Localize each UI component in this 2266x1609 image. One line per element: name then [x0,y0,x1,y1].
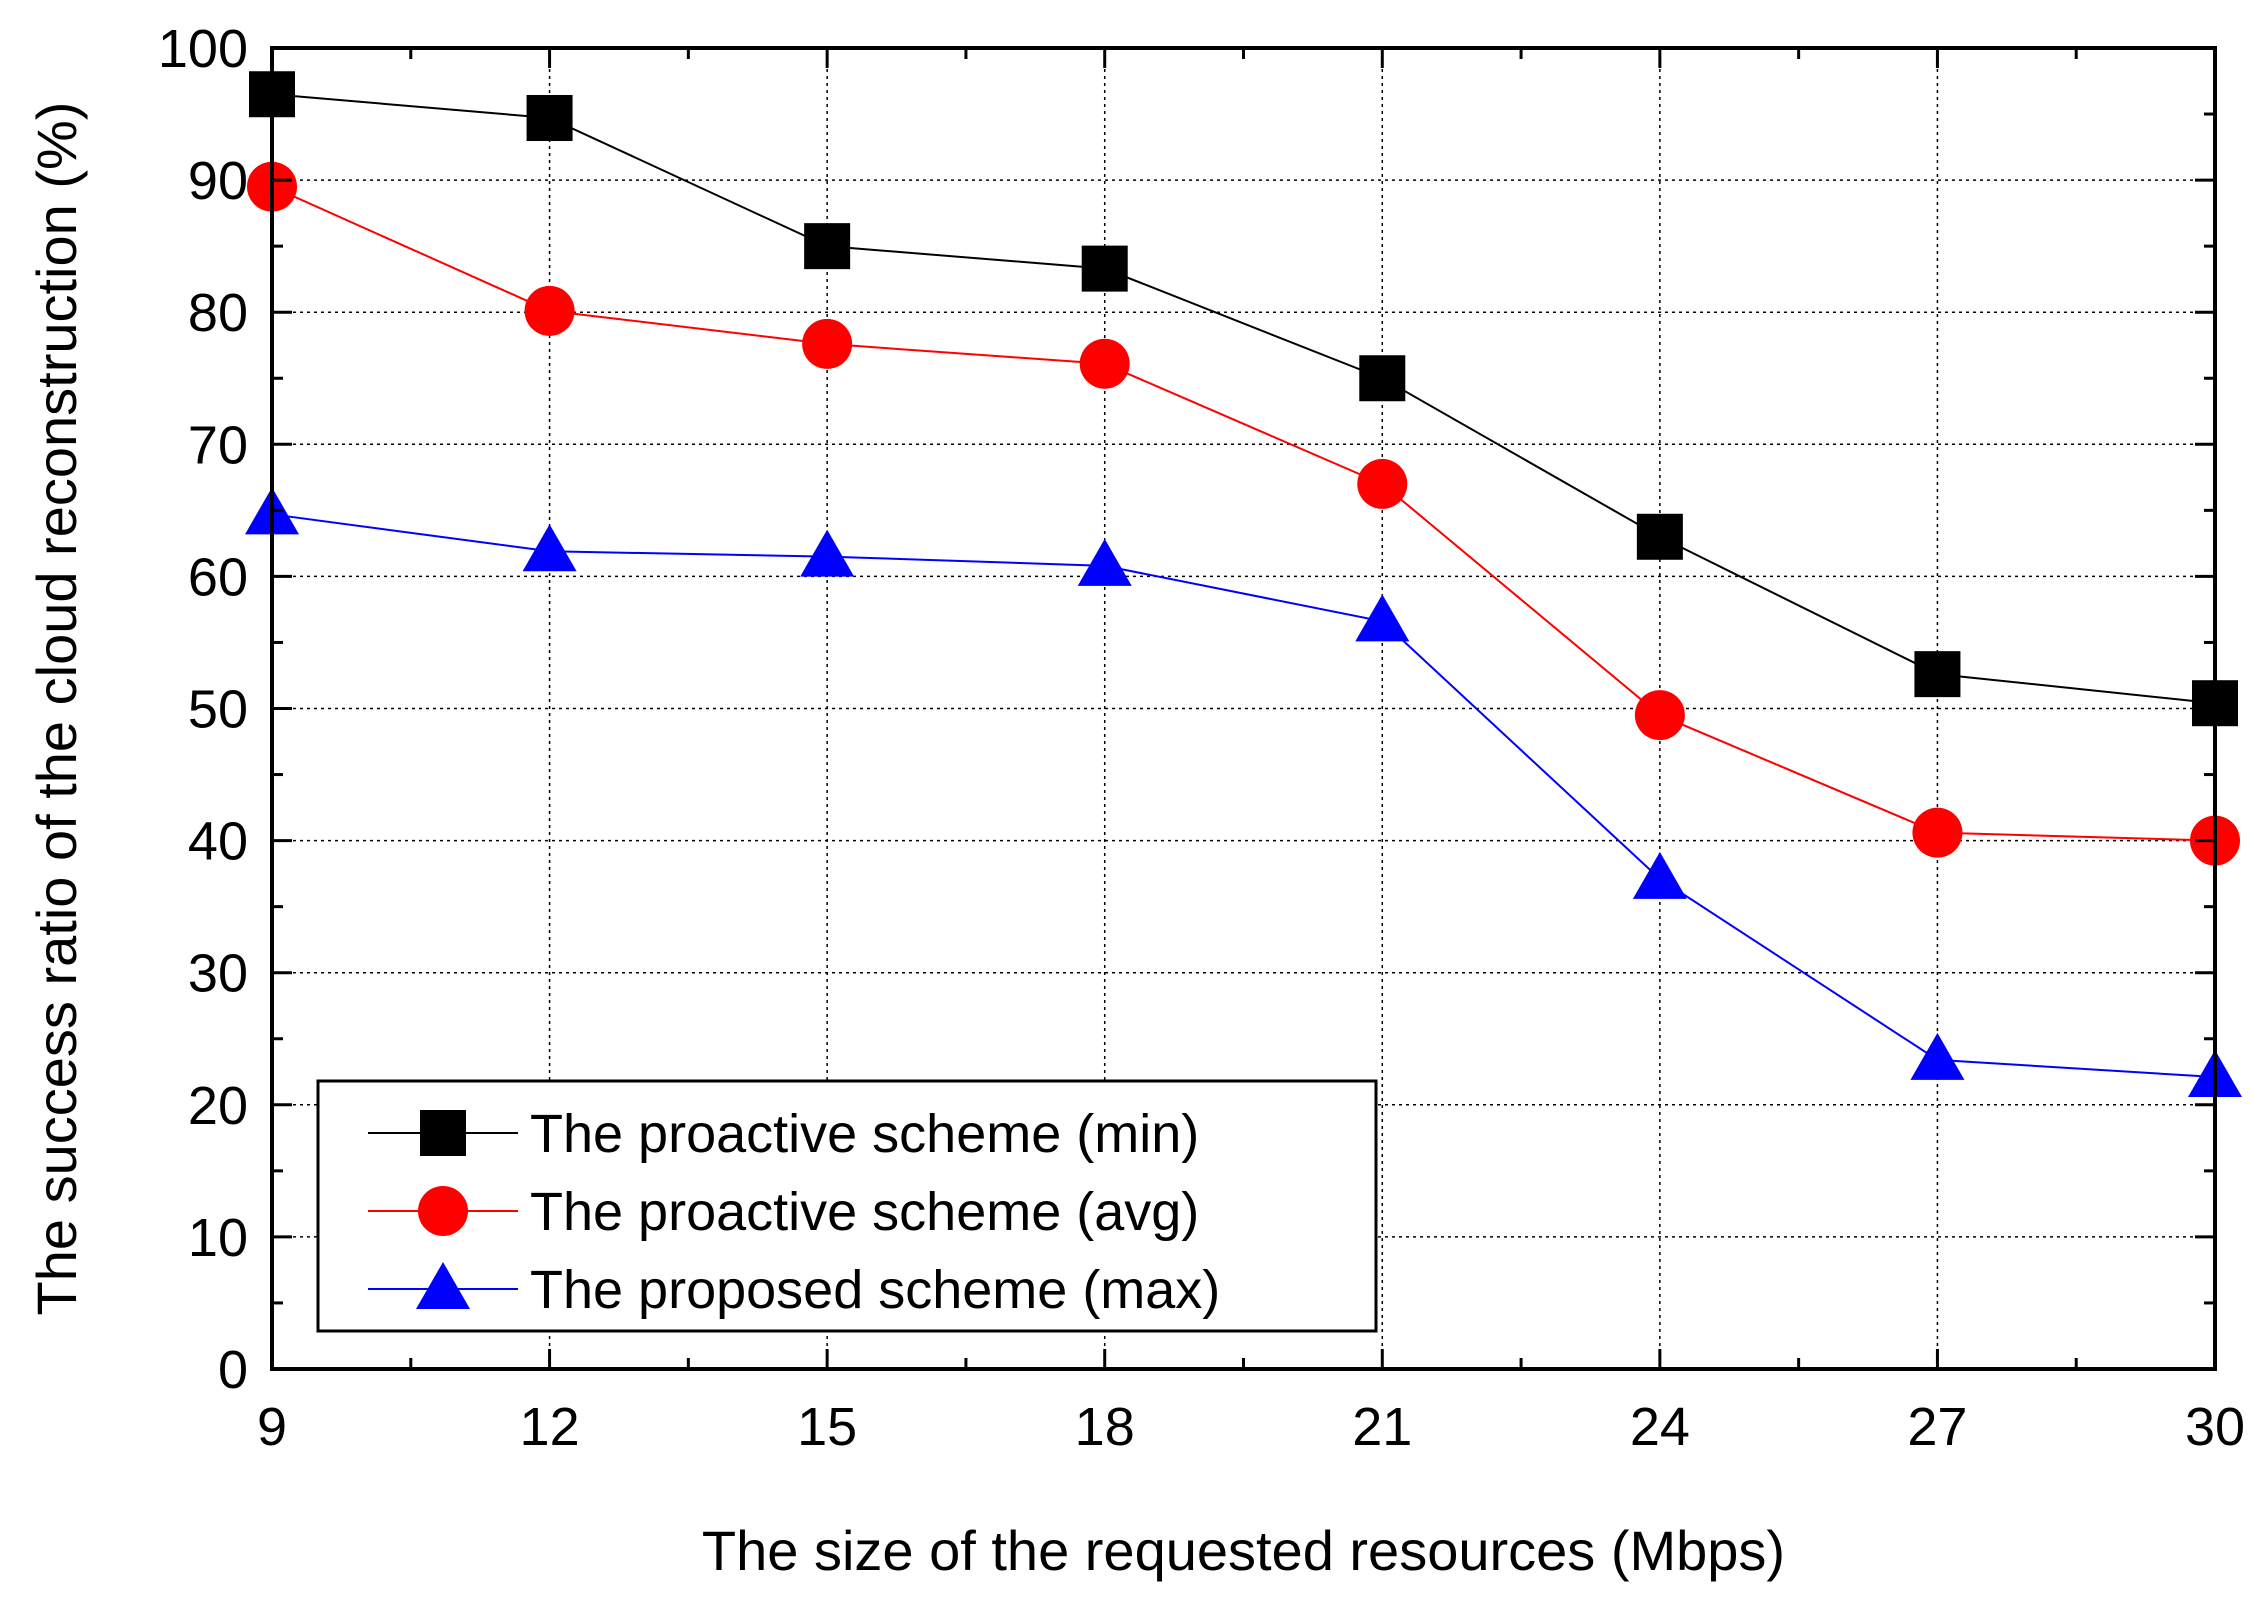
series-group [245,71,2242,1098]
y-axis-title: The success ratio of the cloud reconstru… [25,102,88,1316]
data-point-square [526,95,573,142]
legend-marker-circle [418,1186,468,1236]
y-tick-label: 0 [218,1340,248,1400]
x-tick-label: 30 [2185,1397,2245,1457]
y-tick-label: 50 [188,680,248,740]
data-point-square [804,223,851,270]
legend: The proactive scheme (min) The proactive … [316,1079,1378,1333]
legend-label: The proactive scheme (min) [530,1104,1199,1164]
y-tick-label: 40 [188,812,248,872]
axis-ticks: 9 12 15 18 21 24 27 30 0 10 20 30 40 50 60 70 80 90 100 [158,19,2245,1457]
data-point-triangle [1077,538,1132,586]
data-point-circle [1634,690,1685,741]
legend-label: The proposed scheme (max) [530,1260,1220,1320]
data-point-triangle [1355,594,1410,642]
y-tick-label: 100 [158,19,248,79]
data-point-circle [1079,338,1130,389]
x-tick-label: 21 [1352,1397,1412,1457]
y-tick-label: 60 [188,547,248,607]
data-point-circle [524,285,575,336]
y-tick-label: 70 [188,415,248,475]
x-axis-title: The size of the requested resources (Mbp… [702,1519,1785,1582]
y-tick-label: 10 [188,1208,248,1268]
y-tick-label: 90 [188,151,248,211]
legend-marker-square [420,1110,466,1156]
y-tick-label: 30 [188,944,248,1004]
data-point-circle [802,318,853,369]
data-point-circle [1357,458,1408,509]
series-line-square [271,93,2216,705]
legend-marker-triangle [416,1262,470,1309]
y-tick-label: 20 [188,1076,248,1136]
data-point-triangle [1632,851,1687,899]
data-point-square [1081,245,1128,292]
data-point-square [1914,651,1961,698]
series-line-circle [271,185,2216,842]
data-point-circle [1912,807,1963,858]
x-tick-label: 24 [1630,1397,1690,1457]
x-tick-label: 27 [1907,1397,1967,1457]
data-point-square [1636,513,1683,560]
y-tick-label: 80 [188,283,248,343]
x-tick-label: 18 [1075,1397,1135,1457]
legend-label: The proactive scheme (avg) [530,1182,1199,1242]
x-tick-label: 12 [520,1397,580,1457]
x-tick-label: 9 [257,1397,287,1457]
data-point-triangle [522,524,577,572]
x-tick-label: 15 [797,1397,857,1457]
data-point-triangle [800,529,855,577]
series-line-triangle [271,513,2216,1079]
data-point-triangle [1910,1032,1965,1080]
data-point-square [1359,355,1406,402]
